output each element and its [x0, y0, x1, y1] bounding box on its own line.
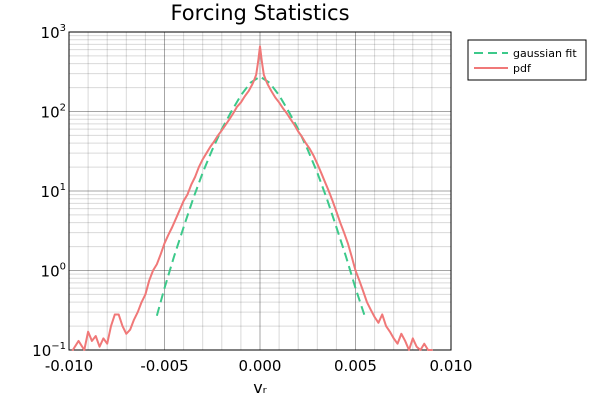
x-axis-label: vᵣ [253, 378, 267, 397]
x-tick-label: 0.010 [430, 357, 473, 375]
legend-label: pdf [513, 62, 532, 75]
x-tick-labels: -0.010 -0.005 0.000 0.005 0.010 [45, 357, 473, 375]
series-line-pdf [71, 45, 433, 351]
legend-label: gaussian fit [513, 47, 577, 60]
x-tick-label: -0.010 [45, 357, 93, 375]
y-tick-label: 102 [41, 103, 66, 122]
series-line-gaussian-fit [155, 75, 366, 318]
x-tick-label: 0.000 [239, 357, 282, 375]
chart-title: Forcing Statistics [170, 1, 349, 25]
y-tick-label: 10−1 [32, 341, 66, 360]
x-tick-label: -0.005 [140, 357, 188, 375]
y-tick-label: 100 [41, 262, 66, 281]
y-tick-label: 103 [41, 23, 66, 42]
plot-frame [68, 31, 452, 351]
x-tick-label: 0.005 [334, 357, 377, 375]
legend-box [467, 39, 587, 81]
y-tick-label: 101 [41, 182, 66, 201]
series-layer [71, 45, 433, 351]
y-tick-labels: 10−1 100 101 102 103 [32, 23, 66, 360]
legend: gaussian fit pdf [467, 39, 587, 81]
grid-minor [69, 32, 451, 350]
